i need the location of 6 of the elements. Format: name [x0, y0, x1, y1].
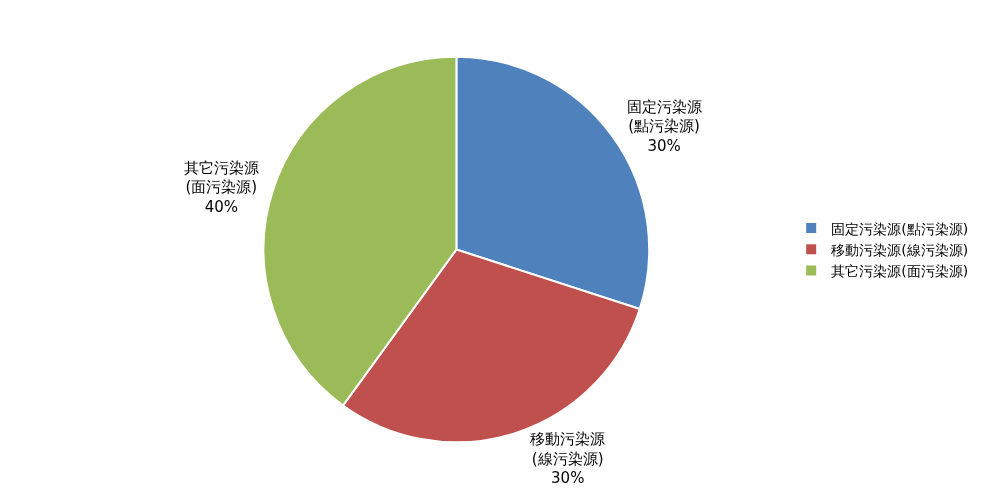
data-label: 固定污染源 (點污染源) 30% [626, 97, 702, 155]
legend-label: 固定污染源(點污染源) [831, 220, 969, 237]
data-label: 其它污染源 (面污染源) 40% [183, 158, 259, 216]
legend-label: 其它污染源(面污染源) [831, 262, 969, 279]
data-label: 移動污染源 (線污染源) 30% [530, 430, 606, 488]
legend-label: 移動污染源(線污染源) [831, 241, 969, 258]
